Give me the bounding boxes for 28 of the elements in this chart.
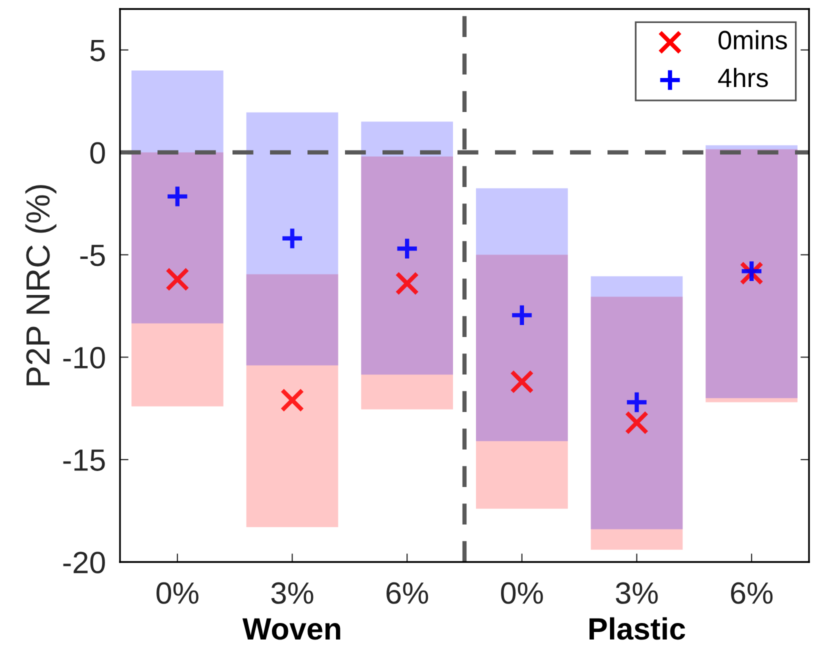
- y-tick-label: 0: [90, 142, 105, 164]
- legend-label: 4hrs: [718, 68, 768, 88]
- point: [624, 410, 649, 435]
- legend-label: 0mins: [718, 30, 787, 50]
- point: [166, 184, 190, 208]
- y-axis-title: P2P NRC (%): [25, 185, 56, 386]
- text: Woven: [242, 618, 340, 640]
- y-tick-label: -10: [63, 346, 105, 369]
- bar: [476, 188, 568, 442]
- text: Plastic: [590, 617, 686, 640]
- point: [624, 390, 649, 414]
- y-tick-label: -5: [80, 244, 105, 266]
- x-tick-label: 0%: [156, 582, 198, 604]
- point: [280, 388, 304, 412]
- x-tick-label: 0%: [501, 582, 543, 604]
- x-tick-label: 3%: [616, 582, 658, 604]
- y-tick-label: -15: [63, 450, 105, 471]
- x-tick-label: 6%: [731, 582, 773, 604]
- point: [166, 267, 190, 292]
- bar: [246, 112, 338, 366]
- y-tick-label: -20: [63, 552, 105, 574]
- x-tick-label: 3%: [271, 582, 314, 604]
- bar: [361, 122, 454, 375]
- point: [510, 370, 534, 394]
- point: [395, 272, 419, 296]
- y-tick-label: 5: [90, 40, 105, 62]
- bar: [131, 70, 224, 324]
- x-tick-label: 6%: [386, 582, 428, 604]
